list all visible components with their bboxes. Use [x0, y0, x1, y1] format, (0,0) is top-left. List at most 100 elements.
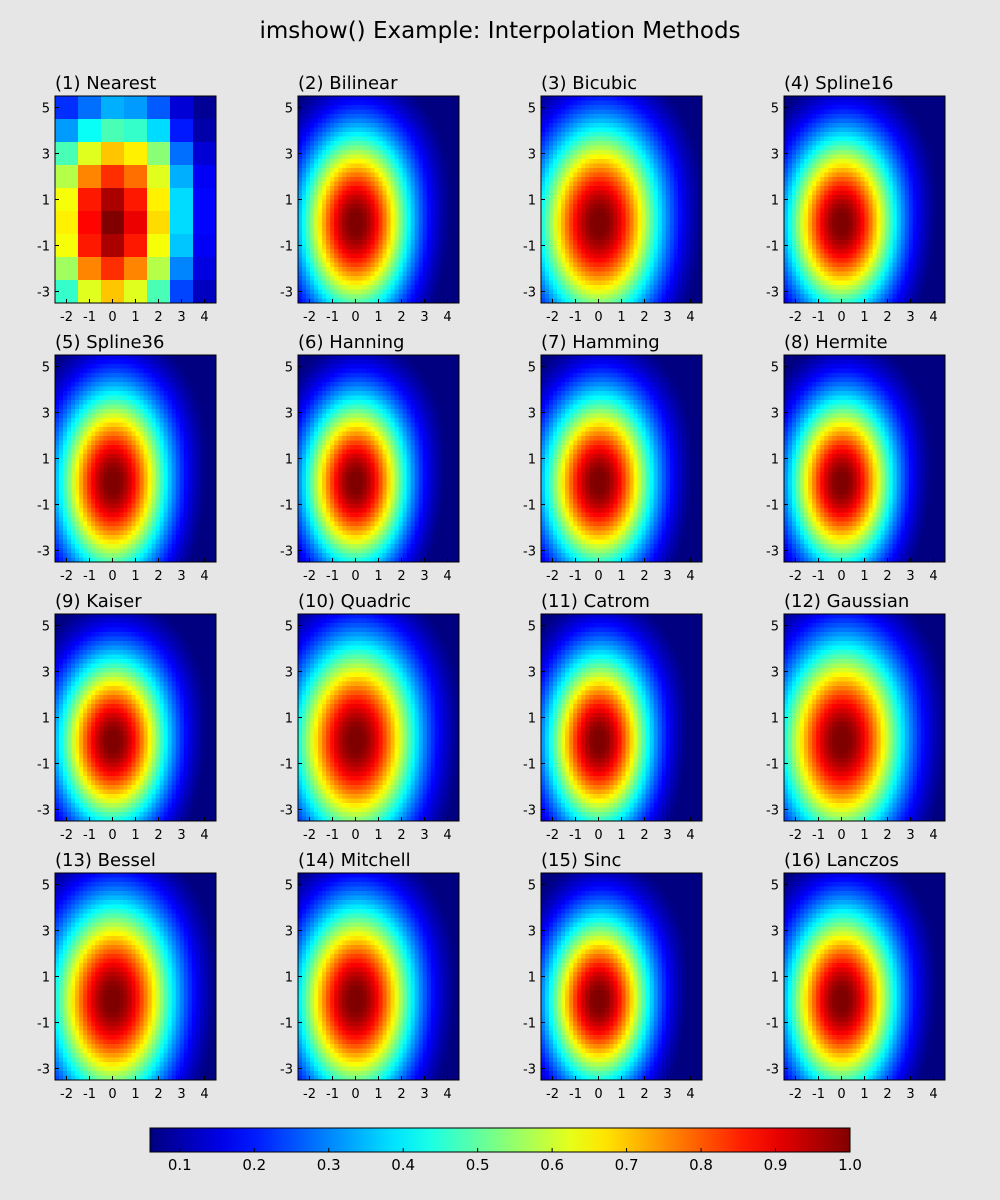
- heatmap-cell: [601, 262, 606, 268]
- heatmap-cell: [613, 145, 618, 151]
- heatmap-cell: [577, 118, 582, 124]
- heatmap-cell: [936, 141, 942, 146]
- heatmap-cell: [864, 150, 870, 155]
- heatmap-cell: [581, 159, 586, 164]
- heatmap-cell: [681, 222, 687, 227]
- heatmap-cell: [193, 280, 216, 303]
- heatmap-cell: [904, 132, 910, 137]
- heatmap-cell: [792, 181, 797, 187]
- heatmap-cell: [840, 159, 845, 164]
- heatmap-cell: [370, 145, 375, 151]
- heatmap-cell: [617, 253, 622, 259]
- heatmap-cell: [912, 177, 918, 182]
- heatmap-cell: [872, 163, 878, 169]
- heatmap-cell: [796, 141, 801, 146]
- heatmap-cell: [350, 168, 355, 173]
- heatmap-cell: [350, 109, 355, 115]
- heatmap-cell: [844, 204, 849, 209]
- heatmap-cell: [629, 244, 635, 250]
- heatmap-cell: [661, 280, 667, 286]
- heatmap-cell: [677, 127, 683, 133]
- heatmap-cell: [170, 188, 193, 211]
- heatmap-cell: [577, 235, 582, 241]
- heatmap-cell: [326, 294, 331, 299]
- heatmap-cell: [354, 258, 359, 263]
- heatmap-cell: [824, 159, 829, 164]
- heatmap-cell: [346, 199, 351, 205]
- heatmap-cell: [673, 271, 679, 277]
- heatmap-cell: [936, 172, 942, 178]
- heatmap-cell: [812, 159, 817, 164]
- heatmap-cell: [334, 195, 339, 200]
- heatmap-cell: [896, 163, 902, 169]
- heatmap-cell: [844, 195, 849, 200]
- heatmap-cell: [665, 258, 671, 263]
- heatmap-cell: [617, 127, 622, 133]
- heatmap-cell: [442, 289, 448, 295]
- heatmap-cell: [557, 276, 562, 281]
- heatmap-cell: [928, 168, 934, 173]
- heatmap-cell: [685, 109, 691, 115]
- heatmap-cell: [693, 226, 699, 232]
- heatmap-cell: [147, 165, 170, 188]
- heatmap-cell: [549, 294, 554, 299]
- heatmap-cell: [800, 226, 805, 232]
- heatmap-cell: [314, 235, 319, 241]
- heatmap-cell: [366, 213, 371, 218]
- heatmap-cell: [310, 267, 315, 272]
- heatmap-cell: [398, 276, 404, 281]
- heatmap-cell: [661, 190, 667, 196]
- heatmap-cell: [101, 188, 124, 211]
- heatmap-cell: [924, 109, 930, 115]
- heatmap-cell: [557, 145, 562, 151]
- heatmap-cell: [338, 123, 343, 128]
- heatmap-cell: [418, 294, 424, 299]
- heatmap-cell: [438, 298, 444, 303]
- heatmap-cell: [338, 276, 343, 281]
- heatmap-cell: [438, 267, 444, 272]
- y-tick-label: 5: [285, 102, 293, 117]
- heatmap-cell: [322, 208, 327, 214]
- heatmap-cell: [621, 145, 627, 151]
- heatmap-cell: [422, 190, 428, 196]
- heatmap-cell: [689, 226, 695, 232]
- heatmap-cell: [322, 298, 327, 303]
- heatmap-cell: [824, 141, 829, 146]
- heatmap-cell: [804, 163, 809, 169]
- heatmap-cell: [545, 262, 550, 268]
- heatmap-cell: [641, 114, 647, 119]
- heatmap-cell: [629, 240, 635, 245]
- heatmap-cell: [414, 258, 420, 263]
- heatmap-cell: [338, 199, 343, 205]
- heatmap-cell: [338, 253, 343, 259]
- heatmap-cell: [852, 195, 857, 200]
- heatmap-cell: [386, 195, 392, 200]
- heatmap-cell: [326, 105, 331, 110]
- heatmap-cell: [170, 119, 193, 142]
- heatmap-cell: [418, 267, 424, 272]
- heatmap-cell: [645, 226, 651, 232]
- heatmap-cell: [370, 127, 375, 133]
- heatmap-cell: [342, 285, 347, 290]
- heatmap-cell: [298, 141, 303, 146]
- heatmap-cell: [370, 159, 375, 164]
- heatmap-cell: [318, 249, 323, 254]
- heatmap-cell: [101, 119, 124, 142]
- heatmap-cell: [390, 172, 396, 178]
- heatmap-cell: [828, 204, 833, 209]
- heatmap-cell: [193, 257, 216, 280]
- heatmap-cell: [661, 240, 667, 245]
- heatmap-cell: [434, 285, 440, 290]
- heatmap-cell: [342, 190, 347, 196]
- heatmap-cell: [605, 199, 610, 205]
- heatmap-cell: [641, 96, 647, 101]
- heatmap-cell: [402, 172, 408, 178]
- heatmap-cell: [573, 267, 578, 272]
- heatmap-cell: [318, 159, 323, 164]
- heatmap-cell: [788, 199, 793, 205]
- heatmap-cell: [342, 222, 347, 227]
- heatmap-cell: [832, 190, 837, 196]
- heatmap-cell: [302, 172, 307, 178]
- heatmap-cell: [418, 258, 424, 263]
- heatmap-cell: [545, 145, 550, 151]
